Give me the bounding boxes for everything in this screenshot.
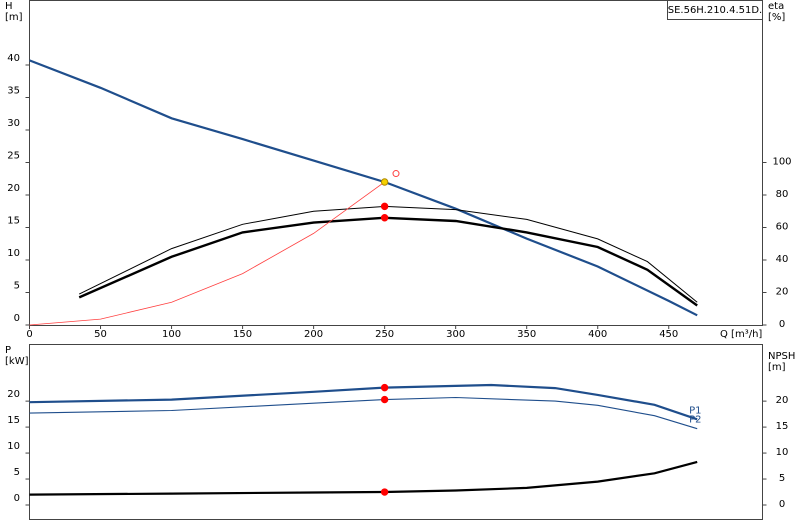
- curve: [29, 59, 698, 317]
- operating-point: [380, 383, 389, 392]
- operating-point: [380, 202, 389, 211]
- y-tick-label: 35: [7, 86, 20, 97]
- y2-tick-label: 5: [779, 473, 785, 484]
- curve: [29, 383, 698, 421]
- x-tick-label: 200: [304, 329, 323, 340]
- y2-tick-label: 80: [776, 189, 789, 200]
- y2-tick-label: 40: [776, 254, 789, 265]
- y-tick-label: 0: [14, 493, 20, 504]
- y-tick-label: 5: [14, 281, 20, 292]
- y2-axis-label: [m]: [768, 362, 786, 373]
- curve: [29, 181, 385, 326]
- y2-tick-label: 60: [776, 222, 789, 233]
- curve: [29, 396, 698, 430]
- y-axis-label: P: [5, 345, 11, 356]
- x-tick-label: 300: [446, 329, 465, 340]
- x-tick-label: 150: [233, 329, 252, 340]
- y2-axis-label: NPSH: [768, 351, 795, 362]
- y-axis-label: [kW]: [5, 356, 29, 367]
- curve: [29, 460, 698, 496]
- x-tick-label: 250: [375, 329, 394, 340]
- y-tick-label: 20: [7, 183, 20, 194]
- operating-point: [380, 395, 389, 404]
- y-axis-label: [m]: [5, 12, 23, 23]
- x-tick-label: 400: [588, 329, 607, 340]
- operating-point: [392, 170, 400, 178]
- curve-label: P2: [689, 415, 701, 426]
- x-axis-label: Q [m³/h]: [720, 329, 762, 340]
- x-tick-label: 350: [517, 329, 536, 340]
- title-box: [667, 0, 763, 20]
- top-frame: [29, 0, 763, 326]
- y-tick-label: 10: [7, 248, 20, 259]
- y2-axis-label: [%]: [768, 12, 785, 23]
- curve: [78, 216, 698, 307]
- x-tick-label: 50: [94, 329, 107, 340]
- y-tick-label: 20: [7, 389, 20, 400]
- y-tick-label: 10: [7, 441, 20, 452]
- chart-title: SE.56H.210.4.51D.: [668, 5, 763, 16]
- x-tick-label: 0: [26, 329, 32, 340]
- operating-point: [380, 214, 389, 222]
- x-tick-label: 450: [659, 329, 678, 340]
- y2-tick-label: 0: [779, 319, 785, 330]
- y-tick-label: 40: [7, 53, 20, 64]
- operating-point: [380, 488, 389, 496]
- y2-tick-label: 100: [772, 157, 791, 168]
- y-tick-label: 15: [7, 216, 20, 227]
- y2-tick-label: 20: [776, 395, 789, 406]
- curve-label: P1: [689, 405, 701, 416]
- y2-tick-label: 10: [776, 447, 789, 458]
- y2-axis-label: eta: [768, 1, 784, 12]
- operating-point: [380, 178, 389, 186]
- y2-tick-label: 20: [776, 287, 789, 298]
- y-tick-label: 30: [7, 118, 20, 129]
- y-tick-label: 15: [7, 415, 20, 426]
- y-tick-label: 5: [14, 467, 20, 478]
- y-tick-label: 0: [14, 313, 20, 324]
- x-tick-label: 100: [162, 329, 181, 340]
- y-axis-label: H: [5, 1, 13, 12]
- y2-tick-label: 15: [776, 421, 789, 432]
- y2-tick-label: 0: [779, 499, 785, 510]
- y-tick-label: 25: [7, 151, 20, 162]
- curve: [78, 205, 698, 303]
